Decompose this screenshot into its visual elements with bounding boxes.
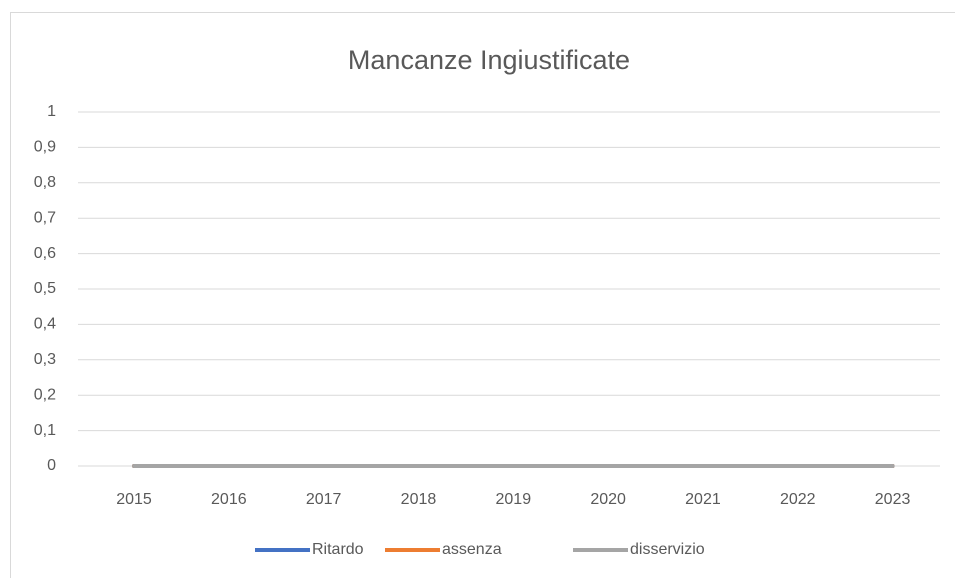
x-tick-label: 2022 <box>780 491 816 508</box>
y-tick-label: 0,2 <box>34 386 56 403</box>
y-tick-label: 0 <box>47 457 56 474</box>
x-tick-label: 2017 <box>306 491 342 508</box>
x-tick-label: 2018 <box>401 491 437 508</box>
chart-title: Mancanze Ingiustificate <box>348 45 630 75</box>
y-tick-label: 0,7 <box>34 209 56 226</box>
y-tick-label: 1 <box>47 103 56 120</box>
x-tick-label: 2015 <box>116 491 152 508</box>
y-tick-label: 0,5 <box>34 280 56 297</box>
x-tick-label: 2016 <box>211 491 247 508</box>
y-tick-label: 0,3 <box>34 351 56 368</box>
x-tick-label: 2019 <box>496 491 532 508</box>
x-tick-label: 2023 <box>875 491 911 508</box>
legend-label: assenza <box>442 541 502 558</box>
chart-border <box>10 12 955 578</box>
y-tick-label: 0,8 <box>34 174 56 191</box>
x-tick-label: 2020 <box>590 491 626 508</box>
legend-label: Ritardo <box>312 541 364 558</box>
x-tick-label: 2021 <box>685 491 721 508</box>
y-tick-label: 0,9 <box>34 139 56 156</box>
y-tick-label: 0,4 <box>34 316 56 333</box>
y-tick-label: 0,1 <box>34 422 56 439</box>
legend-label: disservizio <box>630 541 705 558</box>
y-tick-label: 0,6 <box>34 245 56 262</box>
